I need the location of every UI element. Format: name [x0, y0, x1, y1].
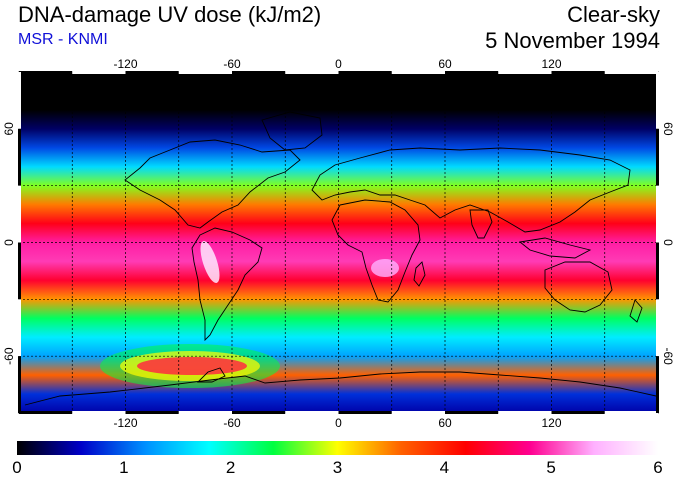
- frame-mark-left: [18, 299, 21, 357]
- lat-label-left: 0: [2, 239, 16, 246]
- frame-mark-bottom: [19, 411, 73, 414]
- features: [24, 111, 657, 406]
- frame-mark-right: [656, 128, 659, 186]
- coast-antarctica: [24, 371, 657, 406]
- frame-mark-left: [18, 242, 21, 300]
- lat-tick-labels: 60 60 0 0 -60 -60: [2, 122, 675, 365]
- graticule: [19, 72, 658, 413]
- colorbar-tick-label: 6: [653, 458, 663, 477]
- frame-mark-top: [445, 71, 499, 74]
- frame-mark-left: [18, 72, 21, 129]
- frame-mark-bottom: [338, 411, 392, 414]
- lat-label-right: 0: [661, 239, 675, 246]
- colorbar: [17, 441, 658, 455]
- frame-mark-top: [338, 71, 392, 74]
- ozone-hole-core: [137, 357, 247, 375]
- map-date: 5 November 1994: [485, 28, 660, 53]
- frame-mark-left: [18, 356, 21, 413]
- frame-mark-top: [285, 71, 339, 74]
- lon-label-bottom: 0: [335, 416, 342, 430]
- frame-mark-bottom: [551, 411, 605, 414]
- coast-north-america: [124, 139, 301, 229]
- frame-mark-top: [19, 71, 73, 74]
- lon-label-top: -120: [113, 57, 137, 71]
- coast-new-zealand: [629, 299, 643, 323]
- frame-mark-right: [656, 72, 659, 129]
- colorbar-tick-label: 1: [119, 458, 129, 477]
- coast-greenland: [261, 111, 323, 151]
- lat-label-left: -60: [2, 347, 16, 365]
- frame-mark-bottom: [125, 411, 179, 414]
- frame-lon-marks: [19, 71, 658, 414]
- coast-antarctic-peninsula: [196, 367, 226, 383]
- frame-mark-left: [18, 185, 21, 243]
- lon-tick-labels: -120 -120 -60 -60 0 0 60 60 120 120: [113, 57, 561, 430]
- colorbar-tick-label: 2: [225, 458, 236, 477]
- andes-hotspot: [200, 240, 220, 284]
- frame-mark-top: [498, 71, 552, 74]
- coast-europe-asia: [311, 147, 631, 233]
- frame-mark-right: [656, 299, 659, 357]
- colorbar-tick-label: 5: [546, 458, 556, 477]
- frame-mark-top: [391, 71, 445, 74]
- frame-mark-bottom: [232, 411, 286, 414]
- lon-label-top: 0: [335, 57, 342, 71]
- frame-mark-top: [178, 71, 232, 74]
- sky-condition: Clear-sky: [567, 2, 660, 27]
- lon-label-top: 60: [438, 57, 452, 71]
- frame-mark-bottom: [178, 411, 232, 414]
- lat-label-right: -60: [661, 347, 675, 365]
- africa-hotspot: [371, 259, 399, 277]
- lon-label-top: -60: [223, 57, 241, 71]
- lon-label-bottom: -60: [223, 416, 241, 430]
- lat-label-right: 60: [661, 122, 675, 136]
- frame-mark-top: [551, 71, 605, 74]
- frame-mark-right: [656, 356, 659, 413]
- map-title: DNA-damage UV dose (kJ/m2): [18, 2, 322, 27]
- coast-india: [469, 209, 493, 239]
- frame-mark-top: [125, 71, 179, 74]
- frame-mark-bottom: [604, 411, 658, 414]
- frame-mark-left: [18, 128, 21, 186]
- colorbar-tick-label: 0: [12, 458, 22, 477]
- frame-mark-bottom: [285, 411, 339, 414]
- frame-mark-top: [604, 71, 658, 74]
- coast-south-america: [191, 227, 263, 342]
- source-label: MSR - KNMI: [18, 31, 108, 48]
- coast-maritime-se-asia: [518, 237, 592, 259]
- frame-lat-marks: [18, 72, 659, 413]
- frame-mark-top: [232, 71, 286, 74]
- frame-mark-right: [656, 185, 659, 243]
- colorbar-tick-label: 3: [332, 458, 343, 477]
- lon-label-top: 120: [541, 57, 561, 71]
- frame-mark-bottom: [498, 411, 552, 414]
- frame-mark-top: [72, 71, 126, 74]
- lon-label-bottom: 120: [541, 416, 561, 430]
- lat-label-left: 60: [2, 122, 16, 136]
- frame-mark-bottom: [72, 411, 126, 414]
- frame-mark-right: [656, 242, 659, 300]
- frame-mark-bottom: [445, 411, 499, 414]
- coast-madagascar: [413, 261, 426, 287]
- lon-label-bottom: -120: [113, 416, 137, 430]
- coast-africa: [331, 199, 421, 303]
- lon-label-bottom: 60: [438, 416, 452, 430]
- frame-mark-bottom: [391, 411, 445, 414]
- colorbar-tick-label: 4: [439, 458, 450, 477]
